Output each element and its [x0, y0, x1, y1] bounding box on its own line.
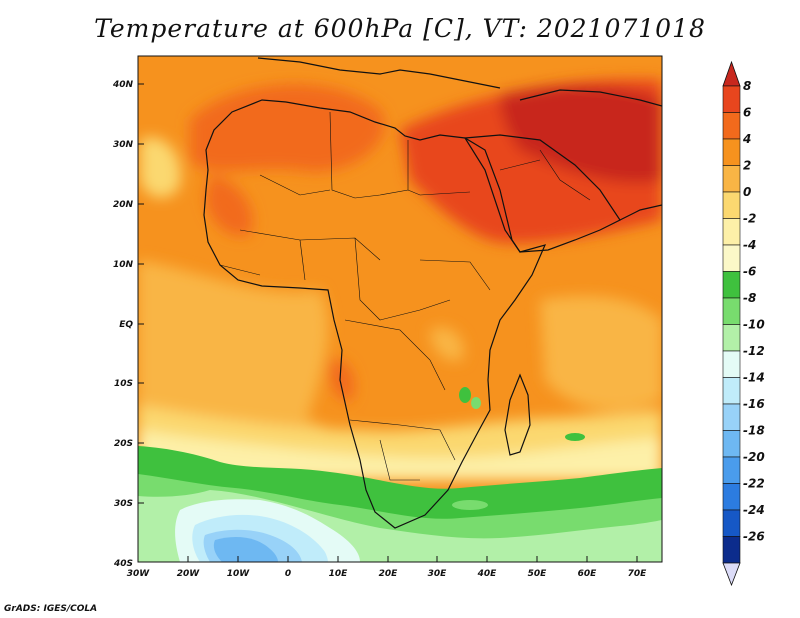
lon-tick-label: 60E	[578, 569, 598, 579]
lon-tick-label: 70E	[628, 569, 648, 579]
lat-tick-label: 10N	[113, 260, 134, 270]
colorbar-segment	[722, 509, 741, 537]
colorbar-segment	[722, 297, 741, 325]
colorbar-label: 2	[743, 159, 751, 173]
lon-tick-label: 30W	[127, 569, 151, 579]
colorbar-label: 6	[743, 106, 751, 120]
lon-tick-label: 40E	[477, 569, 498, 579]
coastlines	[203, 57, 662, 529]
colorbar-segment	[722, 191, 741, 219]
lat-tick-label: 40S	[113, 559, 133, 569]
colorbar-min-triangle	[722, 562, 741, 587]
colorbar-segment	[722, 244, 741, 272]
borders	[219, 111, 591, 481]
lat-tick-label: 40N	[112, 80, 134, 90]
colorbar-segment	[722, 456, 741, 484]
colorbar-segment	[722, 403, 741, 431]
credit-label: GrADS: IGES/COLA	[4, 604, 98, 614]
lon-tick-label: 10E	[329, 569, 349, 579]
colorbar-label: 8	[743, 79, 751, 93]
lat-tick-label: 10S	[114, 379, 133, 389]
colorbar-label: -18	[743, 424, 765, 438]
latitude-labels: 40N 30N 20N 10N EQ 10S 20S 30S 40S	[112, 80, 134, 569]
colorbar-label: -16	[743, 397, 765, 411]
colorbar-segment	[722, 430, 741, 458]
colorbar-label: -14	[743, 371, 765, 385]
lon-tick-label: 10W	[227, 569, 251, 579]
colorbar-segment	[722, 350, 741, 378]
colorbar-segment	[722, 483, 741, 511]
colorbar-label: -4	[743, 238, 756, 252]
lon-tick-label: 20E	[379, 569, 399, 579]
colorbar-segment	[722, 218, 741, 246]
colorbar-segment	[722, 271, 741, 299]
colorbar-label: -2	[743, 212, 756, 226]
colorbar-label: 4	[742, 132, 751, 146]
colorbar-label: -10	[743, 318, 765, 332]
lon-tick-label: 0	[285, 569, 291, 579]
colorbar-label: -12	[743, 344, 765, 358]
tick-marks	[138, 83, 638, 562]
colorbar-label: -22	[743, 477, 765, 491]
colorbar-segment	[722, 138, 741, 166]
colorbar-segment	[722, 324, 741, 352]
temperature-field	[138, 56, 662, 562]
lat-tick-label: 30S	[114, 499, 133, 509]
lat-tick-label: 20S	[114, 439, 133, 449]
colorbar: 8 6 4 2 0 -2 -4 -6 -8 -10 -12 -14 -16 -18 -20 -22 -24 -26	[722, 60, 765, 587]
map-title: Temperature at 600hPa [C], VT: 202107101…	[94, 14, 706, 43]
colorbar-segment	[722, 536, 741, 564]
colorbar-label: 0	[743, 185, 751, 199]
colorbar-label: -26	[743, 530, 765, 544]
lat-tick-label: 20N	[113, 200, 134, 210]
longitude-labels: 30W 20W 10W 0 10E 20E 30E 40E 50E 60E 70…	[127, 569, 647, 579]
lon-tick-label: 50E	[528, 569, 548, 579]
lon-tick-label: 20W	[177, 569, 201, 579]
colorbar-label: -20	[743, 450, 765, 464]
colorbar-label: -6	[743, 265, 756, 279]
colorbar-segment	[722, 112, 741, 140]
lat-tick-label: EQ	[119, 320, 133, 330]
lat-tick-label: 30N	[113, 140, 134, 150]
colorbar-label: -8	[743, 291, 756, 305]
colorbar-label: -24	[743, 503, 765, 517]
colorbar-max-triangle	[722, 60, 741, 87]
lon-tick-label: 30E	[428, 569, 448, 579]
colorbar-segment	[722, 85, 741, 113]
colorbar-segment	[722, 377, 741, 405]
colorbar-segment	[722, 165, 741, 193]
plot-frame	[137, 55, 663, 563]
